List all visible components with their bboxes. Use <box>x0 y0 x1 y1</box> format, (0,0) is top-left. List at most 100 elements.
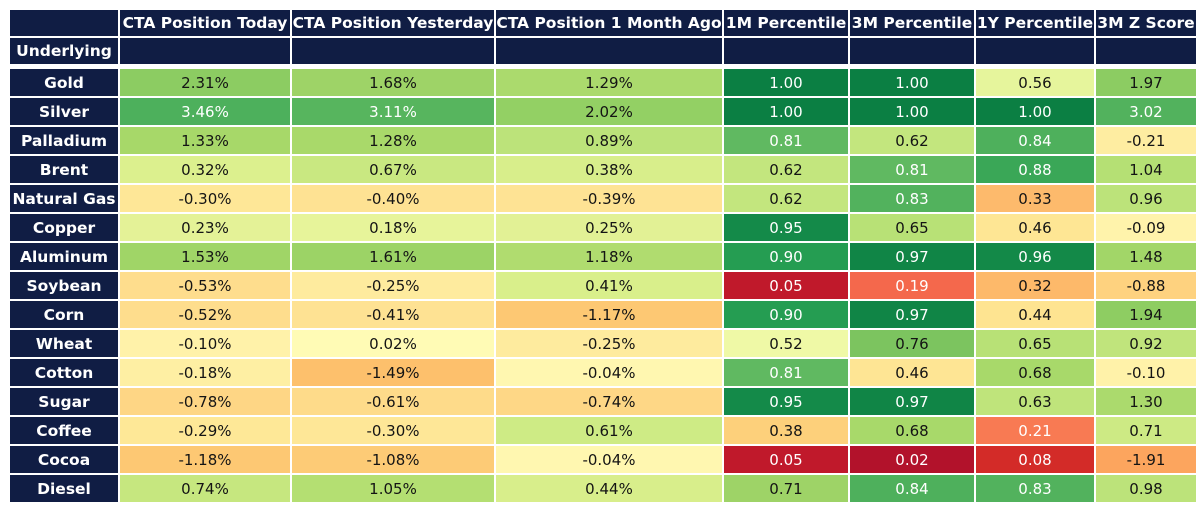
data-cell: 0.97 <box>850 301 974 328</box>
data-cell: 1.04 <box>1096 156 1196 183</box>
data-cell: 0.62 <box>724 156 848 183</box>
spacer-cell <box>10 66 1196 67</box>
data-cell: -0.04% <box>496 359 722 386</box>
data-cell: 1.94 <box>1096 301 1196 328</box>
data-cell: 1.61% <box>292 243 494 270</box>
table-row: Corn -0.52% -0.41% -1.17% 0.90 0.97 0.44 1.94 <box>10 301 1196 328</box>
underlying-header: Underlying <box>10 38 118 64</box>
data-cell: 0.46 <box>976 214 1094 241</box>
data-cell: -0.30% <box>120 185 290 212</box>
data-cell: 3.46% <box>120 98 290 125</box>
table-row: Aluminum 1.53% 1.61% 1.18% 0.90 0.97 0.96 1.48 <box>10 243 1196 270</box>
data-cell: -0.61% <box>292 388 494 415</box>
data-cell: 0.62 <box>850 127 974 154</box>
data-cell: 1.29% <box>496 69 722 96</box>
row-label-cocoa: Cocoa <box>10 446 118 473</box>
data-cell: 1.00 <box>724 69 848 96</box>
table-row: Brent 0.32% 0.67% 0.38% 0.62 0.81 0.88 1.04 <box>10 156 1196 183</box>
data-cell: 0.46 <box>850 359 974 386</box>
row-label-brent: Brent <box>10 156 118 183</box>
col-header-1m-percentile: 1M Percentile <box>724 10 848 36</box>
data-cell: 0.63 <box>976 388 1094 415</box>
col-header-cta-position-today: CTA Position Today <box>120 10 290 36</box>
data-cell: 0.81 <box>850 156 974 183</box>
table-body: Gold 2.31% 1.68% 1.29% 1.00 1.00 0.56 1.97 Silve… <box>10 69 1196 502</box>
data-cell: 0.65 <box>850 214 974 241</box>
row-label-soybean: Soybean <box>10 272 118 299</box>
table-row: Cotton -0.18% -1.49% -0.04% 0.81 0.46 0.68 -0.1… <box>10 359 1196 386</box>
data-cell: 0.81 <box>724 359 848 386</box>
data-cell: -0.40% <box>292 185 494 212</box>
data-cell: 1.68% <box>292 69 494 96</box>
data-cell: 0.83 <box>850 185 974 212</box>
data-cell: 2.31% <box>120 69 290 96</box>
table-row: Wheat -0.10% 0.02% -0.25% 0.52 0.76 0.65 0.92 <box>10 330 1196 357</box>
data-cell: -0.74% <box>496 388 722 415</box>
data-cell: 0.98 <box>1096 475 1196 502</box>
data-cell: 0.71 <box>724 475 848 502</box>
data-cell: 0.44 <box>976 301 1094 328</box>
data-cell: -0.04% <box>496 446 722 473</box>
data-cell: 0.84 <box>850 475 974 502</box>
data-cell: -1.08% <box>292 446 494 473</box>
data-cell: 0.33 <box>976 185 1094 212</box>
data-cell: 0.02 <box>850 446 974 473</box>
col-header-1y-percentile: 1Y Percentile <box>976 10 1094 36</box>
data-cell: 0.68 <box>976 359 1094 386</box>
data-cell: 0.08 <box>976 446 1094 473</box>
data-cell: 0.96 <box>1096 185 1196 212</box>
data-cell: -0.25% <box>496 330 722 357</box>
data-cell: 3.02 <box>1096 98 1196 125</box>
table-row: Palladium 1.33% 1.28% 0.89% 0.81 0.62 0.84 -0.2… <box>10 127 1196 154</box>
data-cell: 3.11% <box>292 98 494 125</box>
row-label-diesel: Diesel <box>10 475 118 502</box>
data-cell: 1.00 <box>850 69 974 96</box>
data-cell: 0.96 <box>976 243 1094 270</box>
subheader-blank-cell <box>496 38 722 64</box>
data-cell: 0.92 <box>1096 330 1196 357</box>
data-cell: -0.78% <box>120 388 290 415</box>
cta-positioning-heatmap: CTA Position Today CTA Position Yesterda… <box>8 8 1198 504</box>
subheader-blank-cell <box>850 38 974 64</box>
data-cell: 0.90 <box>724 301 848 328</box>
data-cell: 0.41% <box>496 272 722 299</box>
data-cell: 0.25% <box>496 214 722 241</box>
data-cell: 0.61% <box>496 417 722 444</box>
data-cell: 0.21 <box>976 417 1094 444</box>
table-row: Sugar -0.78% -0.61% -0.74% 0.95 0.97 0.63 1.30 <box>10 388 1196 415</box>
data-cell: 0.23% <box>120 214 290 241</box>
data-cell: 1.00 <box>976 98 1094 125</box>
subheader-blank-cell <box>724 38 848 64</box>
data-cell: 1.53% <box>120 243 290 270</box>
data-cell: 1.48 <box>1096 243 1196 270</box>
row-label-corn: Corn <box>10 301 118 328</box>
data-cell: 1.30 <box>1096 388 1196 415</box>
data-cell: 0.74% <box>120 475 290 502</box>
header-row: CTA Position Today CTA Position Yesterda… <box>10 10 1196 36</box>
data-cell: 0.19 <box>850 272 974 299</box>
data-cell: -0.52% <box>120 301 290 328</box>
subheader-blank-cell <box>976 38 1094 64</box>
row-label-palladium: Palladium <box>10 127 118 154</box>
data-cell: -0.25% <box>292 272 494 299</box>
data-cell: 1.00 <box>850 98 974 125</box>
row-label-silver: Silver <box>10 98 118 125</box>
data-cell: 0.71 <box>1096 417 1196 444</box>
data-cell: -0.10% <box>120 330 290 357</box>
cta-positioning-table: CTA Position Today CTA Position Yesterda… <box>8 8 1198 504</box>
row-label-aluminum: Aluminum <box>10 243 118 270</box>
data-cell: 0.32 <box>976 272 1094 299</box>
data-cell: -0.18% <box>120 359 290 386</box>
data-cell: -1.17% <box>496 301 722 328</box>
row-label-sugar: Sugar <box>10 388 118 415</box>
data-cell: -1.49% <box>292 359 494 386</box>
data-cell: 0.90 <box>724 243 848 270</box>
data-cell: 0.83 <box>976 475 1094 502</box>
data-cell: 0.38 <box>724 417 848 444</box>
data-cell: 1.05% <box>292 475 494 502</box>
corner-cell <box>10 10 118 36</box>
spacer-row <box>10 66 1196 67</box>
data-cell: 0.84 <box>976 127 1094 154</box>
data-cell: -0.09 <box>1096 214 1196 241</box>
data-cell: 0.89% <box>496 127 722 154</box>
